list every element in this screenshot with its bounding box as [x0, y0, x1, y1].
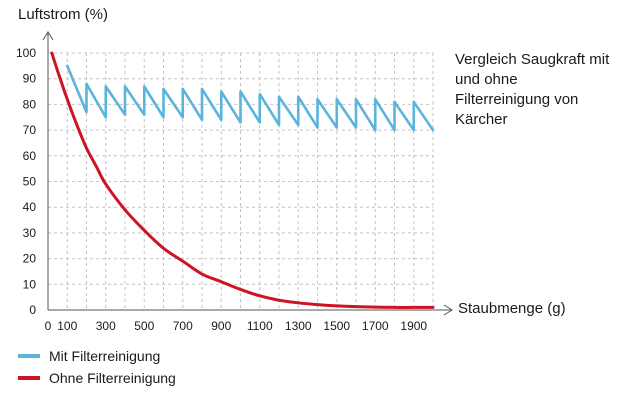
legend-label-ohne: Ohne Filterreinigung	[49, 370, 176, 386]
y-tick-label: 90	[23, 72, 37, 86]
x-tick-label: 1100	[247, 319, 273, 333]
legend-label-mit: Mit Filterreinigung	[49, 348, 161, 364]
series	[50, 51, 435, 309]
x-tick-label: 1700	[362, 319, 389, 333]
y-tick-label: 70	[23, 123, 37, 137]
x-tick-label: 1300	[285, 319, 312, 333]
series-line-mit-filterreinigung	[65, 64, 435, 132]
legend-item-ohne: Ohne Filterreinigung	[18, 367, 176, 389]
tick-labels: 0 10 20 30 40 50 60 70 80 90 100 0 100 300 500 700 900 11…	[16, 46, 427, 333]
y-tick-label: 80	[23, 97, 37, 111]
y-tick-label: 60	[23, 149, 37, 163]
x-tick-label: 300	[96, 319, 116, 333]
x-tick-label: 1500	[323, 319, 350, 333]
x-tick-label: 500	[134, 319, 154, 333]
legend-item-mit: Mit Filterreinigung	[18, 345, 176, 367]
legend-swatch-ohne	[18, 376, 40, 380]
x-tick-label: 0	[45, 319, 52, 333]
y-tick-label: 100	[16, 46, 36, 60]
legend-swatch-mit	[18, 354, 40, 358]
x-axis-label: Staubmenge (g)	[458, 300, 566, 317]
x-tick-label: 100	[57, 319, 77, 333]
chart-title: Vergleich Saugkraft mit und ohne Filterr…	[455, 51, 610, 128]
y-tick-label: 50	[23, 175, 37, 189]
y-axis-label: Luftstrom (%)	[18, 6, 109, 23]
y-tick-label: 40	[23, 200, 37, 214]
y-tick-label: 0	[29, 303, 36, 317]
y-tick-label: 10	[23, 277, 37, 291]
axes	[42, 31, 453, 316]
x-axis-arrow	[443, 304, 453, 316]
series-line-ohne-filterreinigung	[50, 51, 435, 309]
y-tick-label: 20	[23, 252, 37, 266]
x-tick-label: 1900	[400, 319, 427, 333]
y-tick-label: 30	[23, 226, 37, 240]
y-axis-arrow	[42, 31, 54, 41]
legend: Mit Filterreinigung Ohne Filterreinigung	[18, 345, 176, 389]
x-tick-label: 700	[173, 319, 193, 333]
x-tick-label: 900	[211, 319, 231, 333]
